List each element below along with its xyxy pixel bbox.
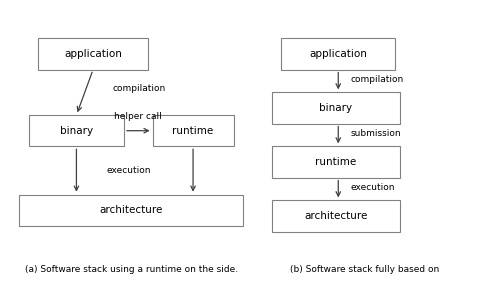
Text: submission: submission bbox=[350, 129, 401, 138]
Text: runtime: runtime bbox=[315, 157, 357, 167]
FancyBboxPatch shape bbox=[38, 38, 148, 70]
Text: helper call: helper call bbox=[115, 112, 162, 121]
FancyBboxPatch shape bbox=[272, 200, 400, 232]
Text: binary: binary bbox=[319, 103, 352, 113]
Text: application: application bbox=[309, 49, 367, 59]
FancyBboxPatch shape bbox=[29, 115, 124, 146]
FancyBboxPatch shape bbox=[281, 38, 396, 70]
Text: application: application bbox=[64, 49, 122, 59]
Text: architecture: architecture bbox=[304, 211, 368, 221]
Text: (a) Software stack using a runtime on the side.: (a) Software stack using a runtime on th… bbox=[25, 265, 238, 274]
Text: (b) Software stack fully based on: (b) Software stack fully based on bbox=[290, 265, 439, 274]
Text: architecture: architecture bbox=[99, 205, 163, 215]
FancyBboxPatch shape bbox=[153, 115, 234, 146]
Text: compilation: compilation bbox=[112, 84, 165, 93]
Text: compilation: compilation bbox=[350, 75, 403, 84]
Text: execution: execution bbox=[350, 183, 395, 192]
FancyBboxPatch shape bbox=[272, 92, 400, 124]
Text: runtime: runtime bbox=[172, 126, 214, 136]
Text: execution: execution bbox=[107, 166, 151, 175]
FancyBboxPatch shape bbox=[272, 146, 400, 178]
Text: binary: binary bbox=[60, 126, 93, 136]
FancyBboxPatch shape bbox=[19, 195, 243, 226]
